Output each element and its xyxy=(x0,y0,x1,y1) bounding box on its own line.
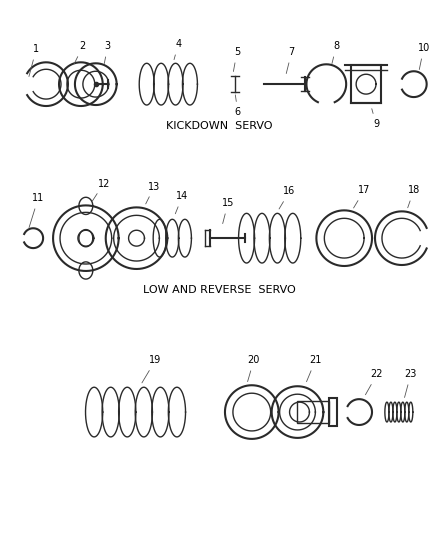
Text: 5: 5 xyxy=(233,47,240,71)
Text: 3: 3 xyxy=(104,42,111,63)
Bar xyxy=(351,65,381,103)
Text: 18: 18 xyxy=(408,185,420,208)
Text: 22: 22 xyxy=(365,369,383,395)
Text: 11: 11 xyxy=(29,193,44,228)
Text: KICKDOWN  SERVO: KICKDOWN SERVO xyxy=(166,121,272,131)
Bar xyxy=(297,401,329,423)
Text: 16: 16 xyxy=(279,187,296,209)
Text: 21: 21 xyxy=(307,356,321,382)
Text: 20: 20 xyxy=(247,356,260,382)
Text: 2: 2 xyxy=(74,42,86,64)
Text: 19: 19 xyxy=(142,356,162,383)
Text: 4: 4 xyxy=(174,39,181,60)
Bar xyxy=(329,398,337,426)
Text: 8: 8 xyxy=(332,42,339,63)
Text: 10: 10 xyxy=(417,43,430,69)
Text: 15: 15 xyxy=(222,198,234,223)
Text: 14: 14 xyxy=(175,191,188,214)
Text: 1: 1 xyxy=(29,44,39,77)
Text: LOW AND REVERSE  SERVO: LOW AND REVERSE SERVO xyxy=(143,285,295,295)
Text: 6: 6 xyxy=(235,95,241,117)
Text: 13: 13 xyxy=(146,182,161,204)
Text: 9: 9 xyxy=(372,109,379,129)
Text: 23: 23 xyxy=(405,369,417,398)
Text: 17: 17 xyxy=(353,185,370,208)
Text: 7: 7 xyxy=(286,47,295,74)
Text: 12: 12 xyxy=(92,179,110,201)
